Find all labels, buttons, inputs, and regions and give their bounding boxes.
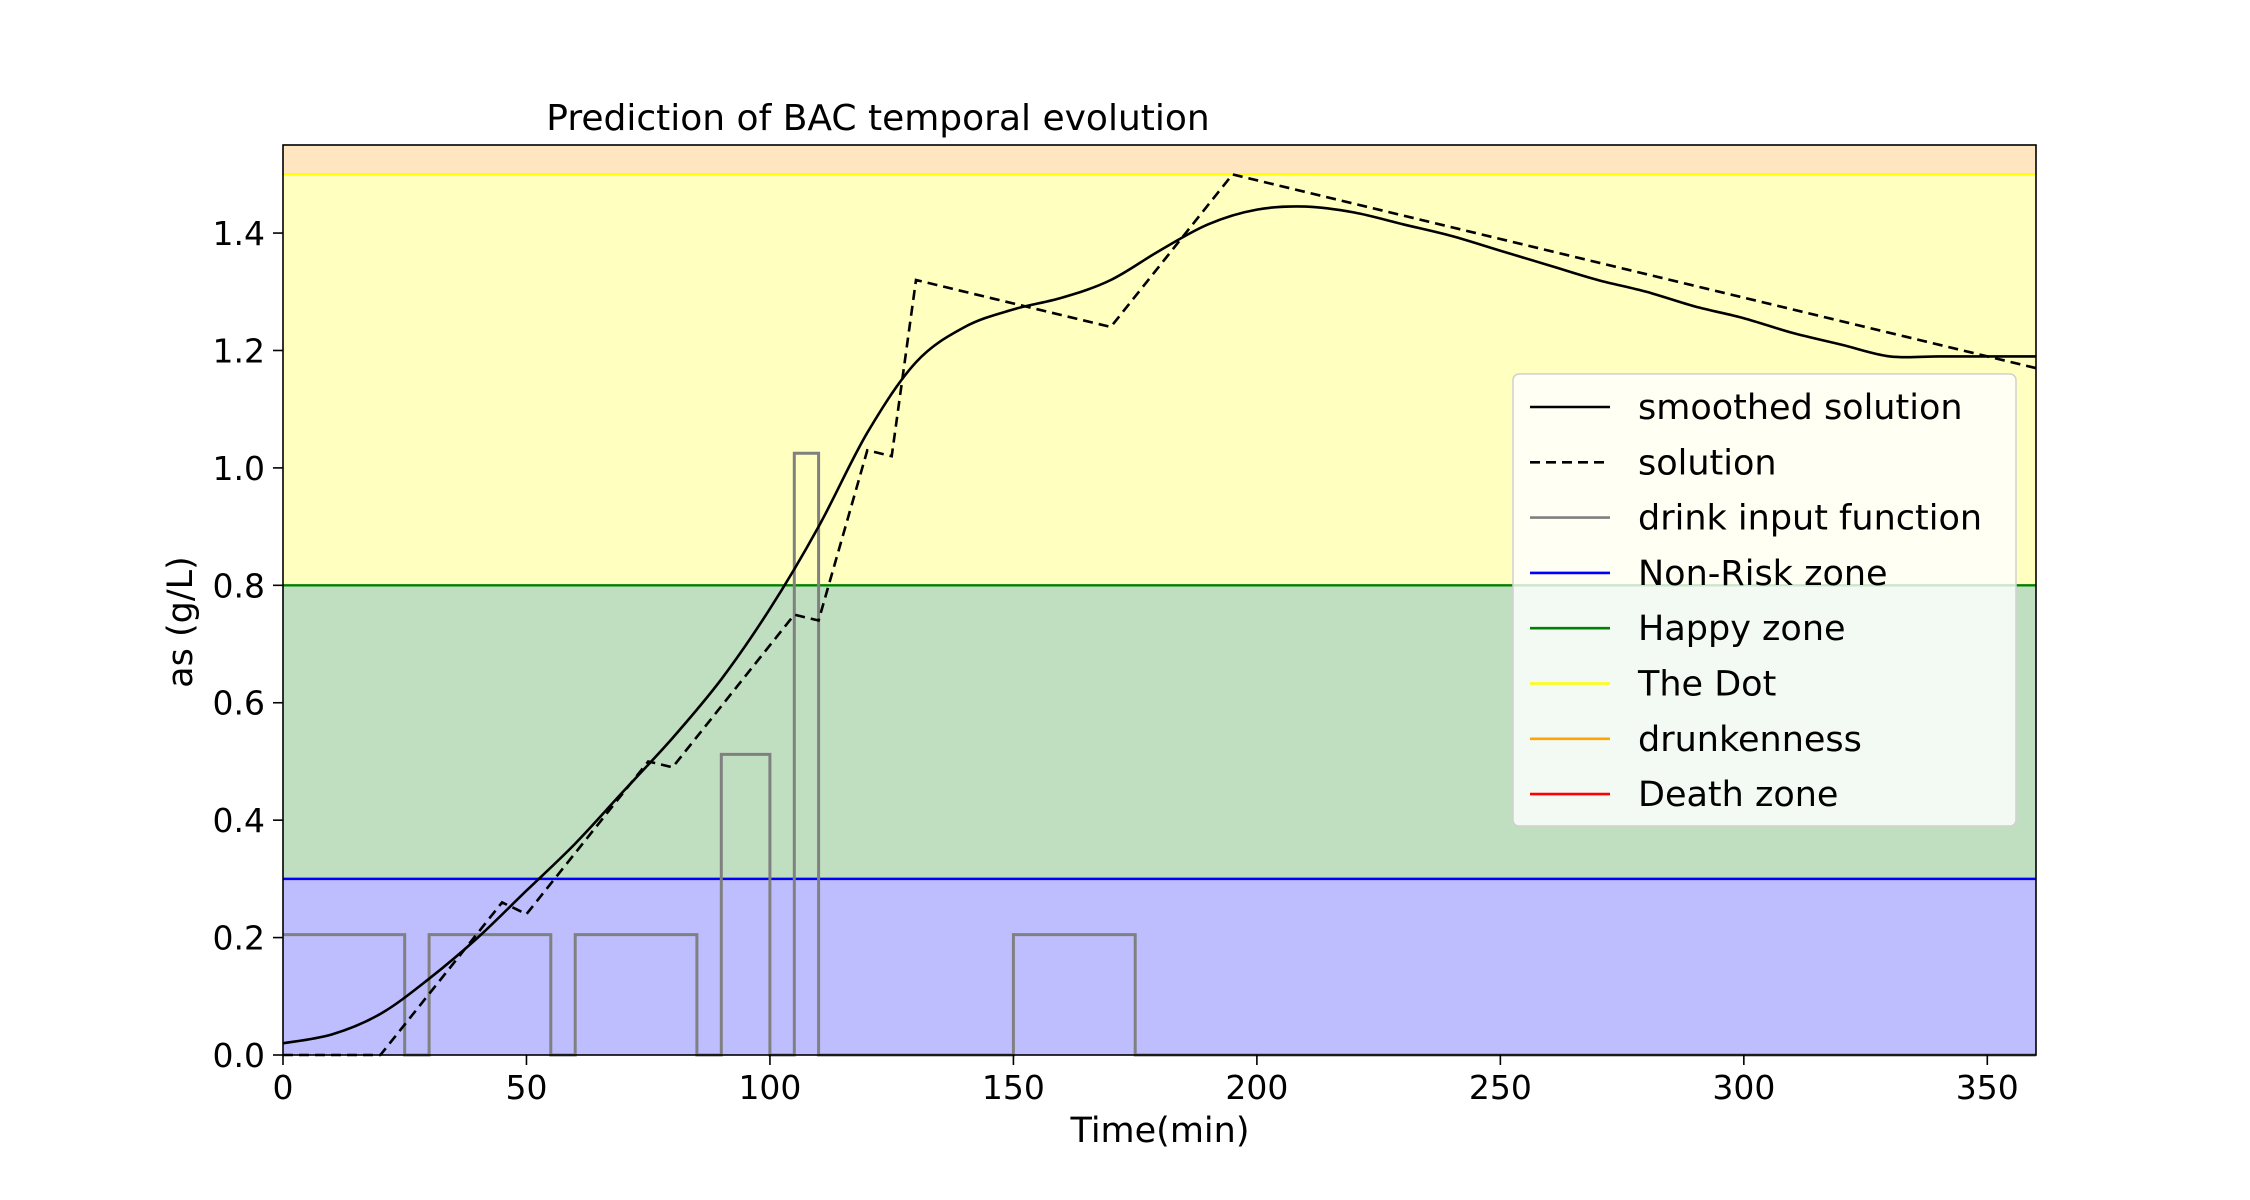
legend-label-6: drunkenness <box>1638 720 1862 760</box>
chart-title: Prediction of BAC temporal evolution <box>546 98 1209 139</box>
series-line-1 <box>283 172 2037 1057</box>
legend-label-1: solution <box>1638 443 1777 483</box>
series-line-2 <box>283 451 2036 1057</box>
legend: smoothed solution solution drink input fun… <box>1512 373 2017 827</box>
legend-label-5: The Dot <box>1637 665 1776 705</box>
y-tick-label-7: 1.4 <box>213 214 265 253</box>
x-axis-ticks: 0 50 100 150 200 250 300 350 <box>273 1055 2019 1107</box>
x-tick-label-7: 350 <box>1956 1068 2019 1107</box>
y-tick-label-3: 0.6 <box>213 684 265 723</box>
y-tick-label-0: 0.0 <box>213 1036 265 1075</box>
y-tick-label-2: 0.4 <box>213 801 265 840</box>
y-tick-label-6: 1.2 <box>213 331 265 370</box>
legend-label-3: Non-Risk zone <box>1638 554 1888 594</box>
x-tick-label-6: 300 <box>1712 1068 1775 1107</box>
x-tick-label-5: 250 <box>1469 1068 1532 1107</box>
legend-label-2: drink input function <box>1638 499 1982 539</box>
x-tick-label-4: 200 <box>1225 1068 1288 1107</box>
zone-band-0 <box>283 878 2036 1055</box>
y-tick-label-5: 1.0 <box>213 449 265 488</box>
x-axis-label: Time(min) <box>1070 1111 1250 1151</box>
y-axis-label: as (g/L) <box>161 556 201 688</box>
x-tick-label-2: 100 <box>738 1068 801 1107</box>
y-tick-label-4: 0.8 <box>213 566 265 605</box>
series-lines <box>282 172 2037 1057</box>
y-axis-ticks: 0.0 0.2 0.4 0.6 0.8 1.0 1.2 1.4 <box>213 214 283 1075</box>
legend-label-0: smoothed solution <box>1638 388 1963 428</box>
legend-box <box>1512 373 2017 827</box>
legend-label-4: Happy zone <box>1638 609 1846 649</box>
plot-frame <box>282 144 2037 1056</box>
y-tick-label-1: 0.2 <box>213 919 265 958</box>
x-tick-label-0: 0 <box>273 1068 294 1107</box>
series-line-0 <box>282 205 2036 1045</box>
x-tick-label-1: 50 <box>505 1068 547 1107</box>
legend-label-7: Death zone <box>1638 775 1838 815</box>
zone-band-3 <box>283 145 2036 175</box>
x-tick-label-3: 150 <box>982 1068 1045 1107</box>
